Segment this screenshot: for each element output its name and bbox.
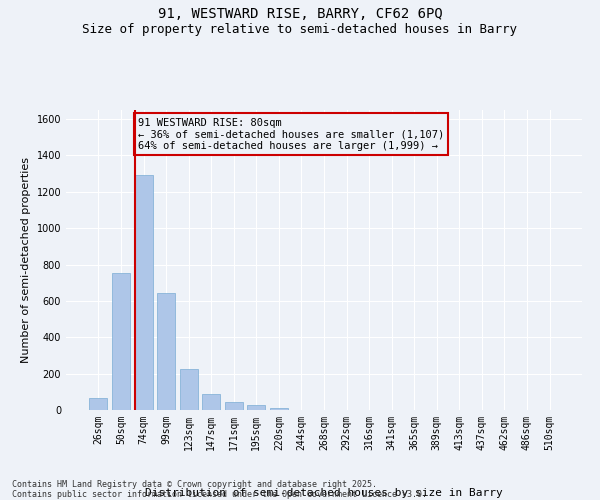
Text: Distribution of semi-detached houses by size in Barry: Distribution of semi-detached houses by … <box>145 488 503 498</box>
Bar <box>202 394 220 410</box>
Bar <box>247 406 265 410</box>
Text: Size of property relative to semi-detached houses in Barry: Size of property relative to semi-detach… <box>83 22 517 36</box>
Text: 91 WESTWARD RISE: 80sqm
← 36% of semi-detached houses are smaller (1,107)
64% of: 91 WESTWARD RISE: 80sqm ← 36% of semi-de… <box>138 118 444 150</box>
Bar <box>225 402 243 410</box>
Text: Contains HM Land Registry data © Crown copyright and database right 2025.
Contai: Contains HM Land Registry data © Crown c… <box>12 480 427 499</box>
Bar <box>134 176 152 410</box>
Bar <box>112 272 130 410</box>
Bar <box>270 408 288 410</box>
Bar <box>179 369 198 410</box>
Y-axis label: Number of semi-detached properties: Number of semi-detached properties <box>21 157 31 363</box>
Bar <box>89 398 107 410</box>
Text: 91, WESTWARD RISE, BARRY, CF62 6PQ: 91, WESTWARD RISE, BARRY, CF62 6PQ <box>158 8 442 22</box>
Bar <box>157 292 175 410</box>
